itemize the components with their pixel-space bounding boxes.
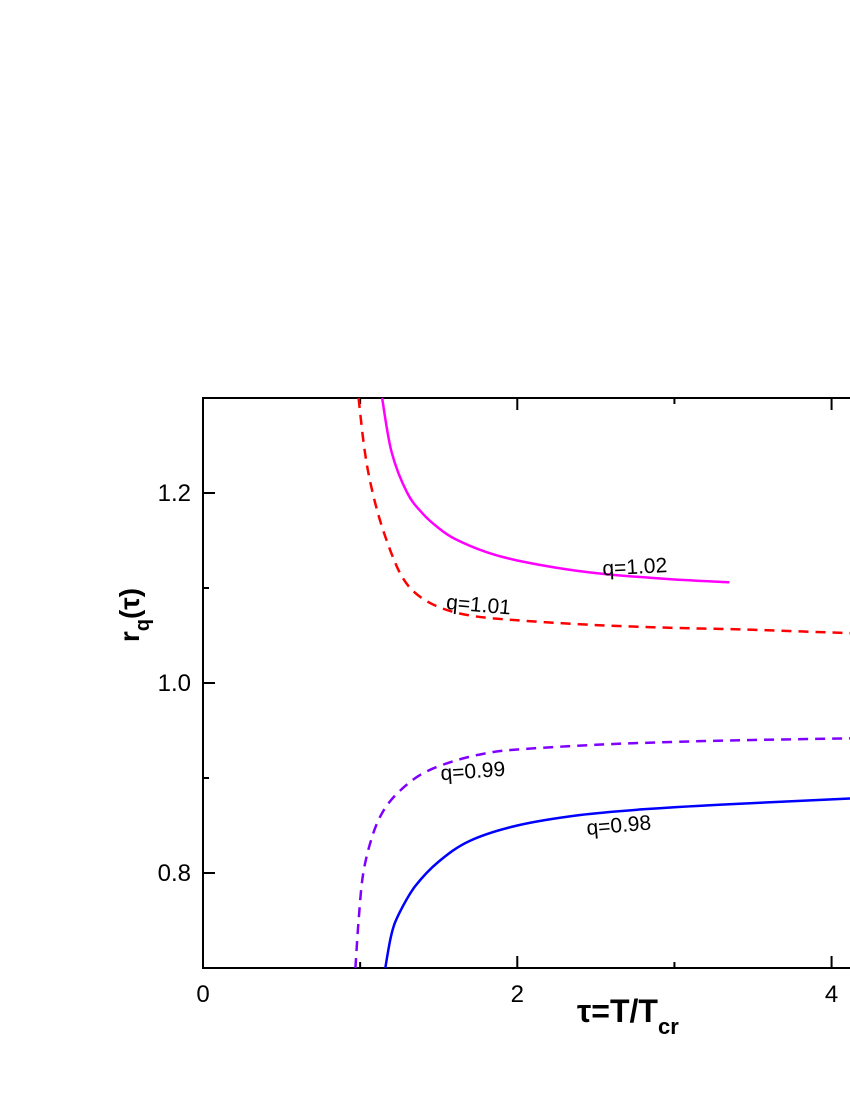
series-line-1 bbox=[357, 397, 850, 635]
y-axis-title: rq(τ) bbox=[114, 588, 154, 642]
y-tick-label: 1.2 bbox=[158, 480, 191, 507]
curve-label: q=1.01 bbox=[445, 591, 512, 620]
y-tick-label: 0.8 bbox=[158, 860, 191, 887]
y-tick-label: 1.0 bbox=[158, 670, 191, 697]
x-tick-label: 2 bbox=[511, 981, 524, 1008]
curve-labels: q=1.02 q=1.01 q=0.99 q=0.98 bbox=[440, 554, 668, 840]
y-axis-title-subscript: q bbox=[132, 619, 154, 631]
curve-label: q=0.99 bbox=[440, 758, 506, 785]
curve-label: q=1.02 bbox=[602, 554, 668, 580]
ticks bbox=[202, 398, 833, 968]
x-axis-title-subscript: cr bbox=[658, 1014, 679, 1039]
series-line-3 bbox=[384, 797, 850, 969]
x-tick-label: 4 bbox=[825, 981, 838, 1008]
curve-label: q=0.98 bbox=[586, 811, 653, 840]
series-line-2 bbox=[354, 737, 850, 969]
x-axis-title: τ=T/Tcr bbox=[577, 993, 679, 1039]
curves bbox=[354, 397, 850, 969]
tick-labels: 0 2 4 0.8 1.0 1.2 bbox=[158, 480, 839, 1008]
x-tick-label: 0 bbox=[196, 981, 209, 1008]
series-line-0 bbox=[380, 397, 730, 584]
plot-frame bbox=[202, 397, 850, 969]
